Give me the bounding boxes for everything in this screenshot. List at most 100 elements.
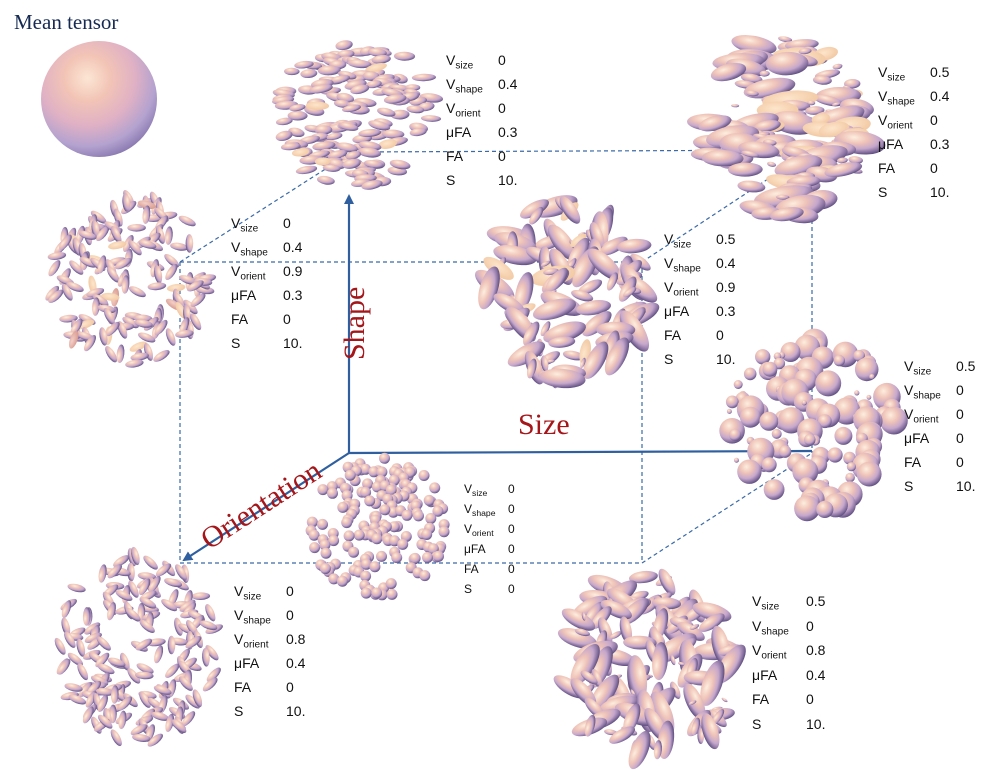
param-value: 0.8 xyxy=(286,631,306,647)
ellipsoid xyxy=(583,341,609,379)
ellipsoid xyxy=(599,236,628,256)
ellipsoid xyxy=(155,563,172,577)
ellipsoid xyxy=(776,194,790,200)
ellipsoid xyxy=(778,445,792,458)
ellipsoid xyxy=(623,286,637,298)
ellipsoid xyxy=(759,411,779,431)
ellipsoid xyxy=(361,180,383,190)
ellipsoid xyxy=(134,319,153,328)
ellipsoid xyxy=(84,632,102,643)
ellipsoid xyxy=(358,129,382,137)
ellipsoid xyxy=(183,299,198,315)
ellipsoid xyxy=(143,342,154,361)
ellipsoid xyxy=(701,149,744,167)
param-value: 0 xyxy=(283,311,291,327)
ellipsoid xyxy=(743,367,757,381)
ellipsoid xyxy=(135,638,153,651)
ellipsoid xyxy=(580,670,598,685)
edge-right-bottom-diag xyxy=(641,452,813,564)
param-value: 0.5 xyxy=(930,64,950,80)
ellipsoid xyxy=(545,267,568,293)
ellipsoid xyxy=(345,150,362,160)
param-value: 0 xyxy=(286,583,294,599)
ellipsoid xyxy=(317,518,328,530)
param-value: 0 xyxy=(508,562,515,576)
ellipsoid xyxy=(76,319,95,330)
param-value: 0 xyxy=(286,679,294,695)
ellipsoid xyxy=(306,516,318,528)
ellipsoid xyxy=(122,193,131,212)
ellipsoid xyxy=(98,564,107,583)
ellipsoid xyxy=(698,115,732,132)
ellipsoid xyxy=(532,298,577,321)
ellipsoid xyxy=(371,533,383,545)
ellipsoid xyxy=(314,125,333,135)
ellipsoid xyxy=(108,241,127,250)
param-name: Vsize xyxy=(446,52,474,72)
param-value: 10. xyxy=(956,478,976,494)
ellipsoid-cloud-top-right-back xyxy=(687,35,886,224)
ellipsoid xyxy=(376,550,387,562)
param-value: 10. xyxy=(283,335,303,351)
ellipsoid xyxy=(78,230,97,240)
ellipsoid xyxy=(609,726,636,744)
ellipsoid xyxy=(710,62,747,82)
ellipsoid xyxy=(688,700,697,706)
ellipsoid xyxy=(701,713,720,750)
ellipsoid xyxy=(816,500,834,518)
ellipsoid xyxy=(327,487,338,499)
ellipsoid xyxy=(432,505,444,517)
ellipsoid xyxy=(185,636,202,649)
ellipsoid xyxy=(161,599,178,612)
ellipsoid xyxy=(125,607,141,622)
ellipsoid xyxy=(591,669,602,688)
ellipsoid-cloud-bottom-right-back xyxy=(719,328,908,522)
ellipsoid xyxy=(287,110,308,121)
ellipsoid xyxy=(84,335,96,352)
ellipsoid xyxy=(82,706,94,724)
ellipsoid xyxy=(342,158,361,169)
param-value: 0.3 xyxy=(716,303,736,319)
ellipsoid xyxy=(67,583,86,593)
ellipsoid xyxy=(571,289,594,302)
ellipsoid xyxy=(90,210,107,224)
ellipsoid xyxy=(275,117,293,126)
ellipsoid xyxy=(547,224,577,261)
ellipsoid xyxy=(175,564,187,581)
ellipsoid xyxy=(419,570,431,582)
ellipsoid xyxy=(64,631,76,648)
ellipsoid xyxy=(128,286,146,298)
ellipsoid-cloud-top-left-back xyxy=(271,40,444,190)
ellipsoid xyxy=(186,280,204,292)
ellipsoid xyxy=(869,374,875,380)
ellipsoid xyxy=(95,652,110,668)
ellipsoid xyxy=(368,466,380,478)
param-value: 0.9 xyxy=(716,279,736,295)
ellipsoid xyxy=(843,451,856,465)
ellipsoid xyxy=(131,546,140,566)
ellipsoid xyxy=(587,248,622,281)
param-name: FA xyxy=(904,454,922,470)
ellipsoid xyxy=(130,352,149,361)
param-name: Vshape xyxy=(231,239,268,259)
ellipsoid xyxy=(540,321,551,337)
ellipsoid xyxy=(122,234,134,253)
ellipsoid xyxy=(97,714,113,729)
param-name: Vorient xyxy=(446,100,481,120)
ellipsoid xyxy=(548,336,576,348)
ellipsoid-cloud-bottom-right-front xyxy=(553,568,746,770)
ellipsoid xyxy=(76,638,86,657)
ellipsoid xyxy=(122,316,139,329)
ellipsoid xyxy=(147,733,163,747)
param-name: μFA xyxy=(904,430,930,446)
param-name: FA xyxy=(446,148,464,164)
ellipsoid xyxy=(337,49,355,59)
ellipsoid xyxy=(153,349,170,362)
ellipsoid xyxy=(96,225,110,242)
param-name: FA xyxy=(664,327,682,343)
param-value: 0 xyxy=(930,160,938,176)
param-value: 0.9 xyxy=(283,263,303,279)
param-value: 0 xyxy=(956,454,964,470)
ellipsoid-cloud-top-left-front xyxy=(45,190,217,368)
ellipsoid xyxy=(689,624,700,630)
